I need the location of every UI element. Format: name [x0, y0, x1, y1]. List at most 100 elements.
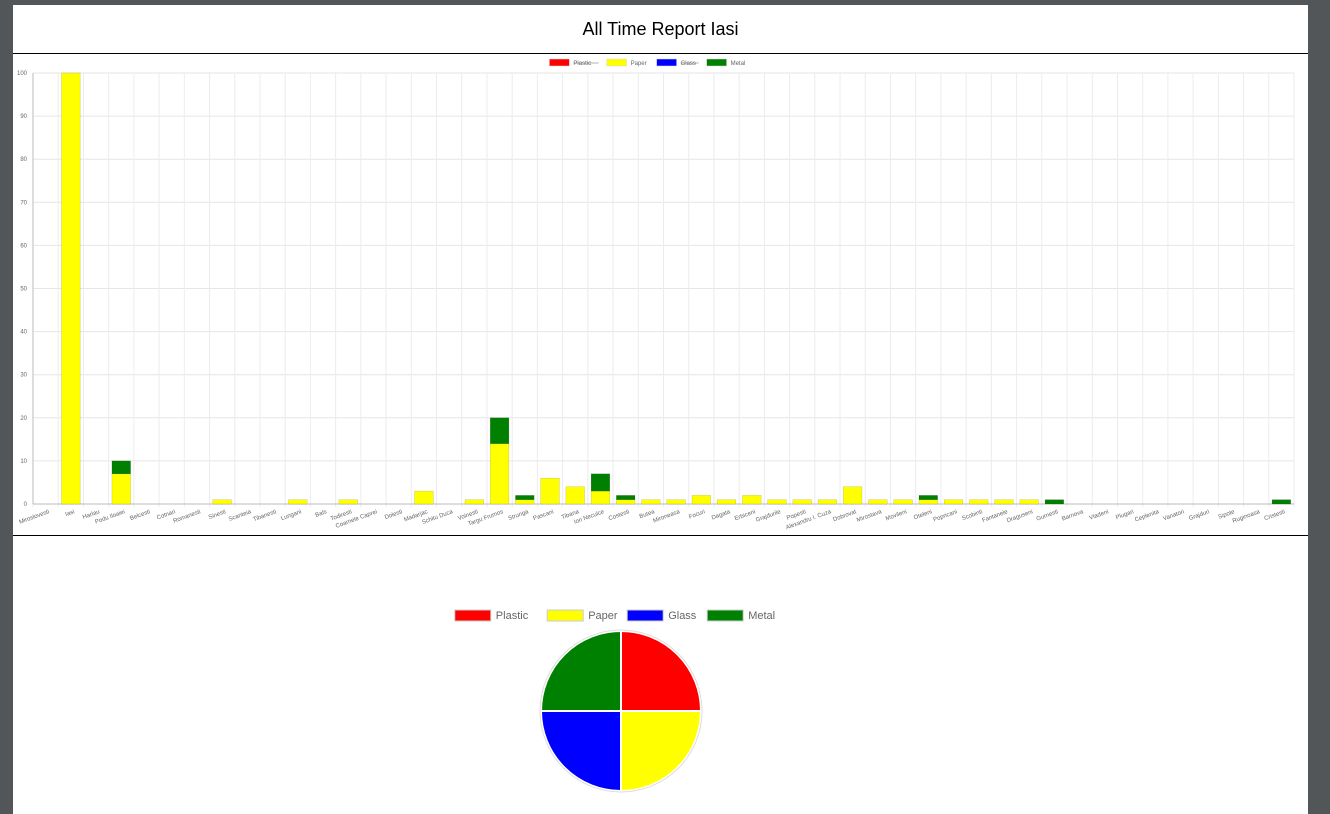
- bar-paper-31[interactable]: [817, 499, 837, 505]
- legend-label: Glass: [681, 61, 696, 67]
- bar-paper-21[interactable]: [565, 486, 585, 505]
- legend-label: Metal: [731, 61, 746, 67]
- bar-paper-20[interactable]: [540, 477, 560, 505]
- y-tick-label: 10: [20, 459, 27, 465]
- legend-label: Plastic: [496, 610, 529, 622]
- x-tick-label: Ruginoasa: [1232, 509, 1262, 525]
- legend-swatch: [546, 609, 584, 622]
- bar-legend-item-glass[interactable]: Glass: [656, 58, 699, 67]
- bar-metal-35[interactable]: [918, 495, 938, 500]
- bar-paper-30[interactable]: [792, 499, 812, 505]
- y-tick-label: 20: [20, 416, 27, 422]
- x-tick-label: Miroslovesti: [18, 509, 50, 525]
- x-tick-label: Mirostava: [856, 509, 883, 524]
- y-tick-label: 40: [20, 330, 27, 336]
- bar-paper-35[interactable]: [918, 499, 938, 505]
- legend-label: Paper: [588, 610, 618, 622]
- title-bar: All Time Report Iasi: [13, 5, 1308, 54]
- x-tick-label: Pascani: [533, 509, 555, 522]
- bar-legend-item-paper[interactable]: Paper: [606, 58, 647, 67]
- bar-metal-22[interactable]: [590, 473, 610, 492]
- bar-paper-34[interactable]: [893, 499, 913, 505]
- pie-legend-item-plastic[interactable]: Plastic: [454, 609, 529, 622]
- x-tick-label: Oteleni: [913, 509, 933, 521]
- pie-slice-metal[interactable]: [539, 629, 622, 712]
- x-tick-label: Costesti: [608, 509, 630, 522]
- bar-metal-49[interactable]: [1271, 499, 1291, 505]
- x-tick-label: Cristesti: [1264, 509, 1286, 522]
- legend-label: Glass: [668, 610, 697, 622]
- bar-paper-33[interactable]: [868, 499, 888, 505]
- x-tick-label: Dobrovat: [832, 509, 857, 523]
- legend-swatch: [626, 609, 664, 622]
- y-tick-label: 100: [17, 71, 28, 77]
- bar-paper-37[interactable]: [969, 499, 989, 505]
- x-tick-label: Sinesti: [208, 509, 227, 521]
- bar-paper-27[interactable]: [717, 499, 737, 505]
- x-tick-label: Dagata: [711, 509, 732, 521]
- bar-paper-17[interactable]: [464, 499, 484, 505]
- pie-chart: Plastic Paper Glass Metal: [454, 609, 775, 793]
- bar-paper-12[interactable]: [338, 499, 358, 505]
- x-tick-label: Vanatori: [1163, 509, 1186, 522]
- pie-slice-plastic[interactable]: [620, 629, 703, 712]
- x-tick-label: Grajdurile: [755, 509, 782, 524]
- bar-paper-1[interactable]: [61, 72, 81, 505]
- x-tick-label: Scobinti: [961, 509, 983, 522]
- legend-label: Plastic: [573, 61, 591, 67]
- bar-paper-24[interactable]: [641, 499, 661, 505]
- y-tick-label: 90: [20, 114, 27, 120]
- pie-legend-item-metal[interactable]: Metal: [706, 609, 775, 622]
- pie-legend-item-paper[interactable]: Paper: [546, 609, 618, 622]
- x-tick-label: Barnova: [1061, 509, 1085, 523]
- bar-paper-3[interactable]: [111, 473, 131, 505]
- bar-chart-panel: 0 10 20 30 40 50 60 70 80 90 100 Miroslovesti Iasi Ha…: [13, 54, 1308, 536]
- legend-swatch: [549, 58, 570, 67]
- pie-chart-panel: Plastic Paper Glass Metal: [13, 536, 1308, 814]
- bar-metal-23[interactable]: [616, 495, 636, 500]
- bar-paper-19[interactable]: [515, 499, 535, 505]
- legend-swatch: [454, 609, 492, 622]
- x-tick-label: Strunga: [508, 509, 530, 522]
- bar-metal-18[interactable]: [490, 417, 510, 444]
- report-page: All Time Report Iasi 0 10 20 30 40 50 60 70 80 90…: [13, 5, 1308, 814]
- pie-slice-glass[interactable]: [539, 710, 622, 793]
- y-tick-label: 0: [24, 502, 28, 508]
- bar-paper-39[interactable]: [1019, 499, 1039, 505]
- bar-paper-10[interactable]: [288, 499, 308, 505]
- bar-paper-25[interactable]: [666, 499, 686, 505]
- x-tick-label: Plugari: [1115, 509, 1135, 521]
- x-tick-label: Erbiceni: [734, 509, 756, 522]
- bar-paper-32[interactable]: [843, 486, 863, 505]
- x-tick-label: Vladeni: [1089, 509, 1110, 521]
- stacked-bar-chart: 0 10 20 30 40 50 60 70 80 90 100 Miroslovesti Iasi Ha…: [17, 58, 1295, 531]
- bar-paper-18[interactable]: [490, 443, 510, 505]
- x-tick-label: Iasi: [65, 509, 76, 518]
- bar-paper-28[interactable]: [742, 495, 762, 505]
- bar-paper-7[interactable]: [212, 499, 232, 505]
- bar-metal-40[interactable]: [1044, 499, 1064, 505]
- y-tick-label: 50: [20, 287, 27, 293]
- x-tick-label: Sipote: [1218, 509, 1237, 521]
- bar-paper-15[interactable]: [414, 490, 434, 505]
- x-tick-label: Bals: [315, 509, 328, 519]
- bar-paper-38[interactable]: [994, 499, 1014, 505]
- bar-paper-36[interactable]: [943, 499, 964, 505]
- pie-outline: [539, 629, 703, 793]
- legend-swatch: [606, 58, 627, 67]
- bar-metal-3[interactable]: [111, 460, 131, 475]
- pie-legend-item-glass[interactable]: Glass: [626, 609, 697, 622]
- pie-slice-paper[interactable]: [620, 710, 703, 793]
- x-tick-label: Romanesti: [173, 509, 202, 524]
- bar-paper-26[interactable]: [691, 495, 711, 505]
- bar-legend-item-metal[interactable]: Metal: [706, 58, 746, 67]
- bar-paper-22[interactable]: [590, 490, 610, 505]
- bar-metal-19[interactable]: [515, 495, 535, 500]
- x-tick-label: Gurnesti: [1036, 509, 1059, 522]
- legend-swatch: [706, 609, 744, 622]
- bar-paper-23[interactable]: [616, 499, 636, 505]
- bar-legend-item-plastic[interactable]: Plastic: [549, 58, 599, 67]
- bar-paper-29[interactable]: [767, 499, 787, 505]
- x-tick-label: Focuri: [688, 509, 706, 520]
- x-tick-label: Scanteia: [228, 509, 253, 523]
